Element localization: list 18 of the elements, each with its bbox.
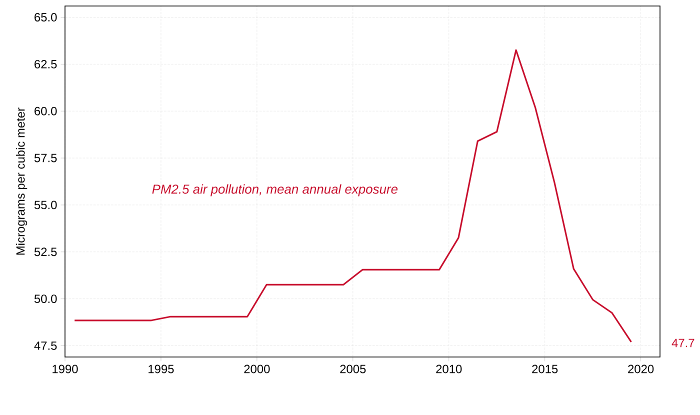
y-tick-label: 47.5 bbox=[34, 342, 57, 350]
x-tick-label: 2005 bbox=[340, 364, 366, 374]
y-tick-label: 52.5 bbox=[34, 248, 57, 256]
text: PM2.5 air pollution, mean annual exposure bbox=[152, 184, 398, 196]
y-tick-label: 65.0 bbox=[34, 13, 57, 22]
y-tick-label: 57.5 bbox=[34, 154, 57, 162]
x-tick-label: 1990 bbox=[52, 364, 78, 374]
y-tick-label: 55.0 bbox=[34, 200, 57, 210]
x-tick-label: 1995 bbox=[148, 364, 174, 374]
y-tick-label: 62.5 bbox=[34, 60, 57, 68]
x-tick-label: 2015 bbox=[532, 364, 558, 374]
x-tick-label: 2020 bbox=[628, 364, 654, 374]
y-tick-label: 60.0 bbox=[34, 106, 57, 116]
y-axis-title: Micrograms per cubic meter bbox=[16, 108, 28, 255]
x-tick-label: 2010 bbox=[436, 364, 462, 374]
x-tick-label: 2000 bbox=[244, 364, 270, 374]
y-tick-label: 50.0 bbox=[34, 294, 57, 304]
text: 47.7 bbox=[672, 338, 694, 348]
